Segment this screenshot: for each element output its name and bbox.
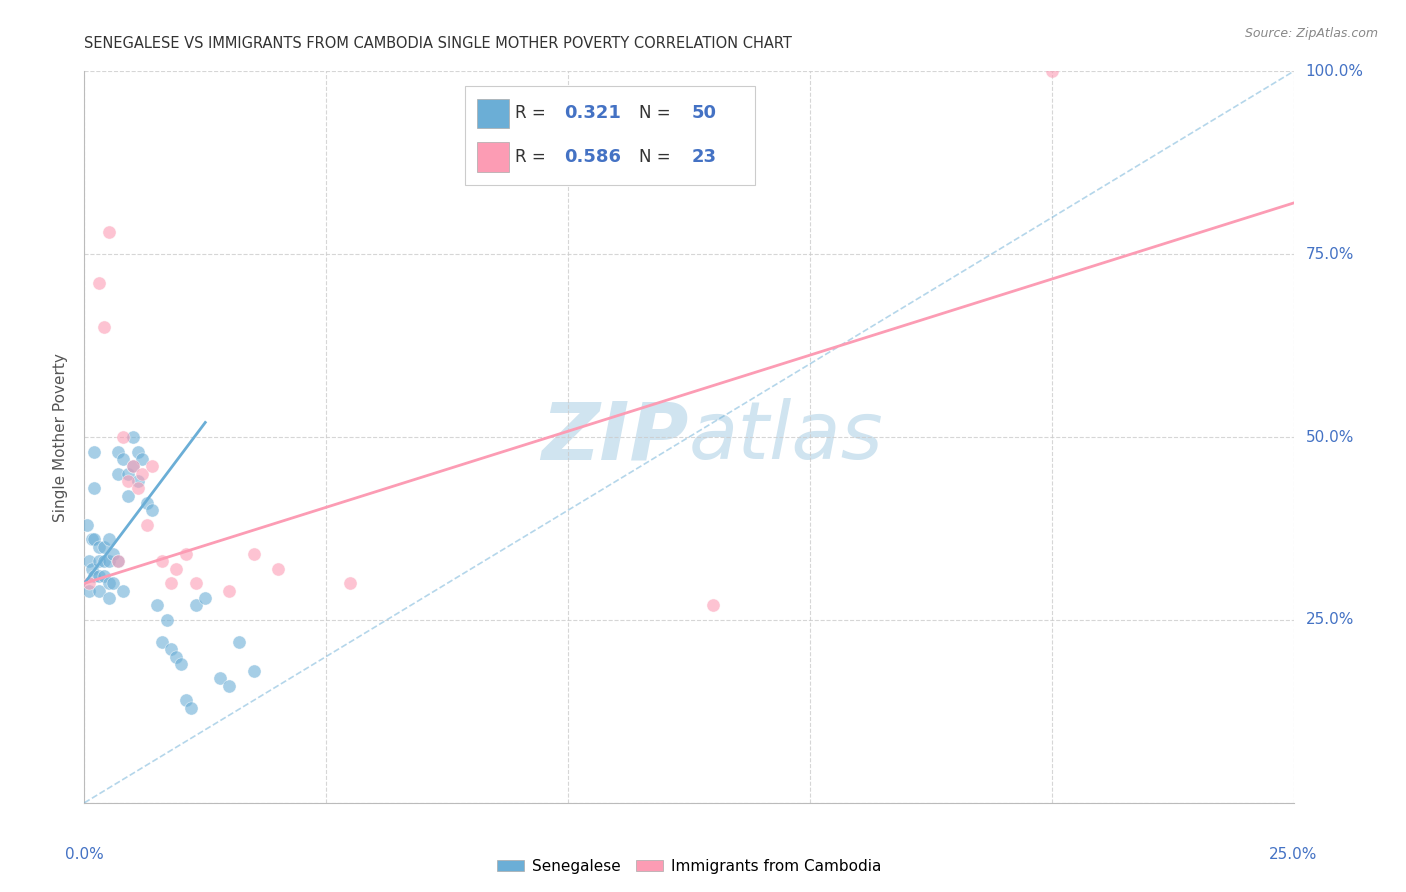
Point [93, 569, 115, 583]
Point [170, 657, 193, 671]
Point [97, 554, 120, 568]
Point [160, 576, 183, 591]
Point [80, 562, 103, 576]
Point [83, 533, 105, 547]
Point [127, 474, 149, 488]
Text: 100.0%: 100.0% [1306, 64, 1364, 78]
Point [141, 503, 163, 517]
Point [107, 554, 129, 568]
Point [121, 459, 143, 474]
Text: 25.0%: 25.0% [1306, 613, 1354, 627]
Point [117, 467, 139, 481]
Text: 0.0%: 0.0% [65, 847, 104, 862]
Point [150, 635, 173, 649]
Point [77, 576, 100, 591]
Point [174, 547, 197, 561]
Point [107, 444, 129, 458]
Point [83, 569, 105, 583]
Text: atlas: atlas [689, 398, 884, 476]
Point [97, 225, 120, 239]
Point [87, 569, 110, 583]
Point [97, 591, 120, 605]
Point [87, 583, 110, 598]
Point [80, 533, 103, 547]
Y-axis label: Single Mother Poverty: Single Mother Poverty [53, 352, 69, 522]
Point [83, 481, 105, 495]
Point [141, 459, 163, 474]
Point [87, 277, 110, 291]
Point [136, 496, 159, 510]
Text: 25.0%: 25.0% [1270, 847, 1317, 862]
Point [242, 547, 264, 561]
Point [77, 583, 100, 598]
Point [242, 664, 264, 678]
Point [107, 467, 129, 481]
Point [87, 554, 110, 568]
Point [93, 320, 115, 334]
Point [77, 554, 100, 568]
Point [97, 576, 120, 591]
Text: SENEGALESE VS IMMIGRANTS FROM CAMBODIA SINGLE MOTHER POVERTY CORRELATION CHART: SENEGALESE VS IMMIGRANTS FROM CAMBODIA S… [84, 36, 792, 51]
Point [112, 430, 135, 444]
Point [112, 583, 135, 598]
Point [150, 554, 173, 568]
Point [103, 576, 125, 591]
Point [87, 540, 110, 554]
Point [174, 693, 197, 707]
Point [131, 467, 153, 481]
Point [165, 562, 187, 576]
Point [127, 444, 149, 458]
Point [218, 583, 240, 598]
Point [1040, 64, 1063, 78]
Point [117, 474, 139, 488]
Point [121, 430, 143, 444]
Point [93, 554, 115, 568]
Point [127, 481, 149, 495]
Point [117, 489, 139, 503]
Point [155, 613, 177, 627]
Legend: Senegalese, Immigrants from Cambodia: Senegalese, Immigrants from Cambodia [491, 853, 887, 880]
Point [93, 540, 115, 554]
Text: ZIP: ZIP [541, 398, 689, 476]
Point [165, 649, 187, 664]
Point [97, 533, 120, 547]
Point [76, 517, 98, 532]
Point [112, 452, 135, 467]
Point [218, 679, 240, 693]
Point [339, 576, 361, 591]
Point [194, 591, 217, 605]
Text: 75.0%: 75.0% [1306, 247, 1354, 261]
Point [267, 562, 290, 576]
Point [146, 599, 169, 613]
Point [184, 576, 207, 591]
Point [131, 452, 153, 467]
Point [83, 444, 105, 458]
Text: Source: ZipAtlas.com: Source: ZipAtlas.com [1244, 27, 1378, 40]
Point [228, 635, 250, 649]
Point [103, 547, 125, 561]
Text: 50.0%: 50.0% [1306, 430, 1354, 444]
Point [702, 599, 724, 613]
Point [121, 459, 143, 474]
Point [208, 672, 231, 686]
Point [160, 642, 183, 657]
Point [107, 554, 129, 568]
Point [136, 517, 159, 532]
Point [184, 599, 207, 613]
Point [180, 700, 202, 714]
